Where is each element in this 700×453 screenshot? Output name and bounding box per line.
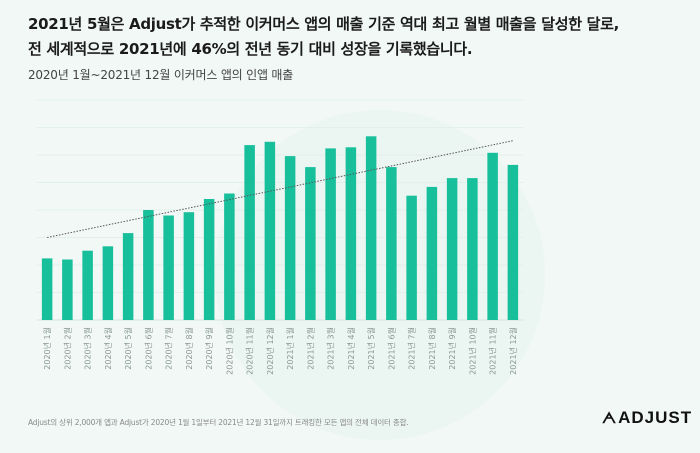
x-tick-label: 2021년 11월 <box>488 327 498 375</box>
bar <box>183 212 195 320</box>
bar <box>264 141 276 320</box>
x-tick-label: 2021년 3월 <box>326 327 336 370</box>
x-tick-label: 2021년 10월 <box>467 327 477 375</box>
logo-mark-icon: ᗅ <box>602 410 618 427</box>
x-tick-label: 2020년 8월 <box>184 327 194 370</box>
bar <box>102 246 114 320</box>
trendline-group <box>47 140 513 238</box>
x-tick-label: 2021년 6월 <box>386 327 396 370</box>
bar <box>224 193 235 320</box>
x-tick-label: 2021년 4월 <box>346 327 356 370</box>
x-tick-label: 2020년 1월 <box>42 327 52 370</box>
bar <box>507 164 519 320</box>
bar <box>41 258 53 320</box>
chart-title: 2020년 1월~2021년 12월 이커머스 앱의 인앱 매출 <box>28 68 294 82</box>
bar <box>487 152 498 320</box>
headline: 2021년 5월은 Adjust가 추적한 이커머스 앱의 매출 기준 역대 최… <box>28 12 688 62</box>
gridlines <box>37 99 523 321</box>
bar <box>406 195 417 320</box>
x-tick-label: 2020년 11월 <box>245 327 255 375</box>
trendline <box>47 140 513 238</box>
headline-line-1: 2021년 5월은 Adjust가 추적한 이커머스 앱의 매출 기준 역대 최… <box>28 15 620 33</box>
bar <box>467 178 478 320</box>
bar <box>386 167 397 320</box>
bar <box>203 199 215 320</box>
x-tick-label: 2020년 6월 <box>143 327 153 370</box>
x-tick-label: 2021년 9월 <box>447 327 457 370</box>
x-tick-label: 2021년 8월 <box>427 327 437 370</box>
bar <box>284 156 296 320</box>
x-tick-label: 2020년 9월 <box>204 327 214 370</box>
logo-text: ADJUST <box>618 408 693 427</box>
bar <box>163 215 174 320</box>
bar <box>143 210 154 320</box>
x-tick-label: 2020년 12월 <box>265 327 275 375</box>
x-tick-label: 2020년 2월 <box>62 327 72 370</box>
x-tick-label: 2021년 2월 <box>305 327 315 370</box>
bars <box>41 136 519 320</box>
bar <box>365 136 377 320</box>
x-tick-label: 2021년 7월 <box>407 327 417 370</box>
x-tick-label: 2020년 7월 <box>164 327 174 370</box>
x-tick-label: 2020년 10월 <box>224 327 234 375</box>
footnote: Adjust의 상위 2,000개 앱과 Adjust가 2020년 1월 1일… <box>28 418 409 427</box>
x-tick-label: 2021년 12월 <box>508 327 518 375</box>
bar-chart: 2020년 1월 2020년 2월 2020년 3월 2020년 4월 2020년 5월… <box>37 99 523 375</box>
x-tick-label: 2020년 4월 <box>103 327 113 370</box>
bar <box>345 147 357 320</box>
adjust-logo: ᗅADJUST <box>602 408 692 428</box>
x-tick-label: 2021년 5월 <box>366 327 376 370</box>
bar <box>426 186 438 320</box>
bar <box>62 259 73 320</box>
bar <box>82 250 93 320</box>
x-tick-label: 2020년 3월 <box>83 327 93 370</box>
bar <box>325 148 336 320</box>
x-tick-label: 2021년 1월 <box>285 327 295 370</box>
headline-line-2: 전 세계적으로 2021년에 46%의 전년 동기 대비 성장을 기록했습니다. <box>28 40 473 58</box>
x-axis-labels: 2020년 1월 2020년 2월 2020년 3월 2020년 4월 2020년 5월… <box>42 327 518 375</box>
x-tick-label: 2020년 5월 <box>123 327 133 370</box>
bar <box>446 178 458 320</box>
bar <box>122 233 134 320</box>
bar <box>305 167 316 320</box>
bar <box>244 145 255 320</box>
